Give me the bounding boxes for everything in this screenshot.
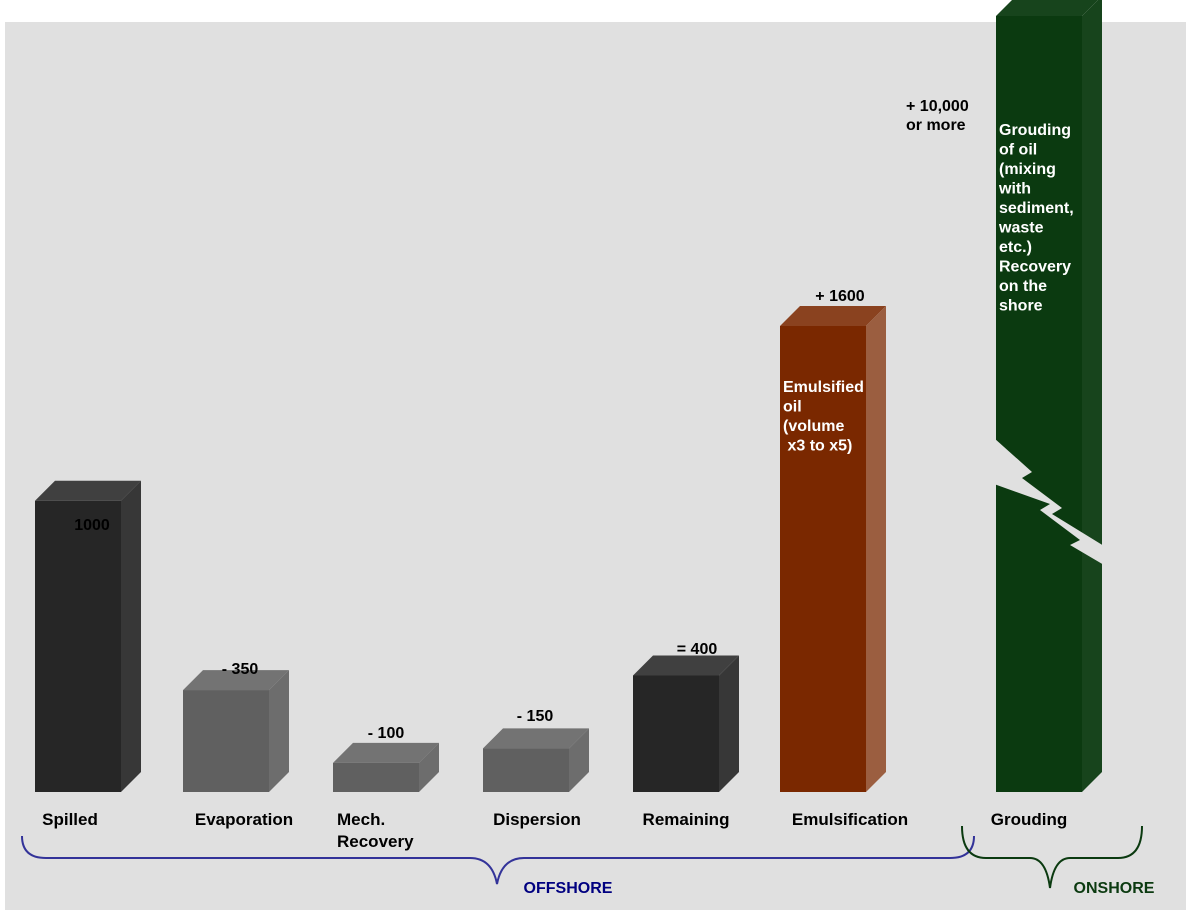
- bar-spilled: [35, 500, 121, 792]
- bar-text-emulsification: Emulsified oil (volume x3 to x5): [783, 379, 864, 455]
- bar-text-grouding: Grouding of oil (mixing with sediment, waste e…: [998, 122, 1074, 315]
- bar-top-spilled: [35, 480, 141, 501]
- offshore-label: OFFSHORE: [524, 880, 613, 897]
- category-label-emulsification: Emulsification: [792, 810, 908, 829]
- value-label-mech-recovery: - 100: [368, 725, 405, 742]
- onshore-label: ONSHORE: [1074, 880, 1155, 897]
- value-label-evaporation: - 350: [222, 661, 259, 678]
- bar-side-grouding: [1082, 0, 1102, 792]
- onshore-brace: [961, 825, 1143, 889]
- bar-side-emulsification: [866, 306, 886, 792]
- value-label-remaining: = 400: [677, 641, 718, 658]
- category-label-evaporation: Evaporation: [195, 810, 293, 829]
- category-label-dispersion: Dispersion: [493, 810, 581, 829]
- group-braces: OFFSHORE ONSHORE: [21, 825, 1155, 897]
- bar-top-evaporation: [183, 670, 289, 691]
- bar-top-grouding: [996, 0, 1098, 16]
- value-label-emulsification: + 1600: [815, 288, 864, 305]
- bar-evaporation: [183, 690, 269, 792]
- bar-emulsification: [780, 326, 866, 792]
- bar-side-spilled: [121, 480, 141, 792]
- bar-top-mech-recovery: [333, 742, 439, 763]
- category-label-spilled: Spilled: [42, 810, 98, 829]
- category-label-remaining: Remaining: [643, 810, 730, 829]
- axis-break-mark: [994, 438, 1104, 565]
- bar-side-remaining: [719, 655, 739, 792]
- value-label-dispersion: - 150: [517, 708, 554, 725]
- bar-dispersion: [483, 748, 569, 792]
- bar-top-remaining: [633, 655, 739, 676]
- value-label-spilled: 1000: [74, 517, 110, 534]
- bar-remaining: [633, 675, 719, 792]
- bar-grouding: [996, 16, 1082, 792]
- bar-top-dispersion: [483, 728, 589, 749]
- bar-mech-recovery: [333, 762, 419, 792]
- labels-layer: 1000 Spilled - 350 Evaporation - 100 Mech. Rec…: [42, 98, 1074, 851]
- bar-side-mech-recovery: [419, 742, 439, 792]
- bar-side-dispersion: [569, 728, 589, 792]
- value-label-grouding: + 10,000 or more: [906, 98, 969, 134]
- bar-side-evaporation: [269, 670, 289, 792]
- bar-top-emulsification: [780, 306, 886, 326]
- bars-layer: [35, 0, 1104, 792]
- offshore-brace: [21, 835, 975, 885]
- category-label-mech-recovery: Mech. Recovery: [337, 810, 414, 851]
- category-label-grouding: Grouding: [991, 810, 1067, 829]
